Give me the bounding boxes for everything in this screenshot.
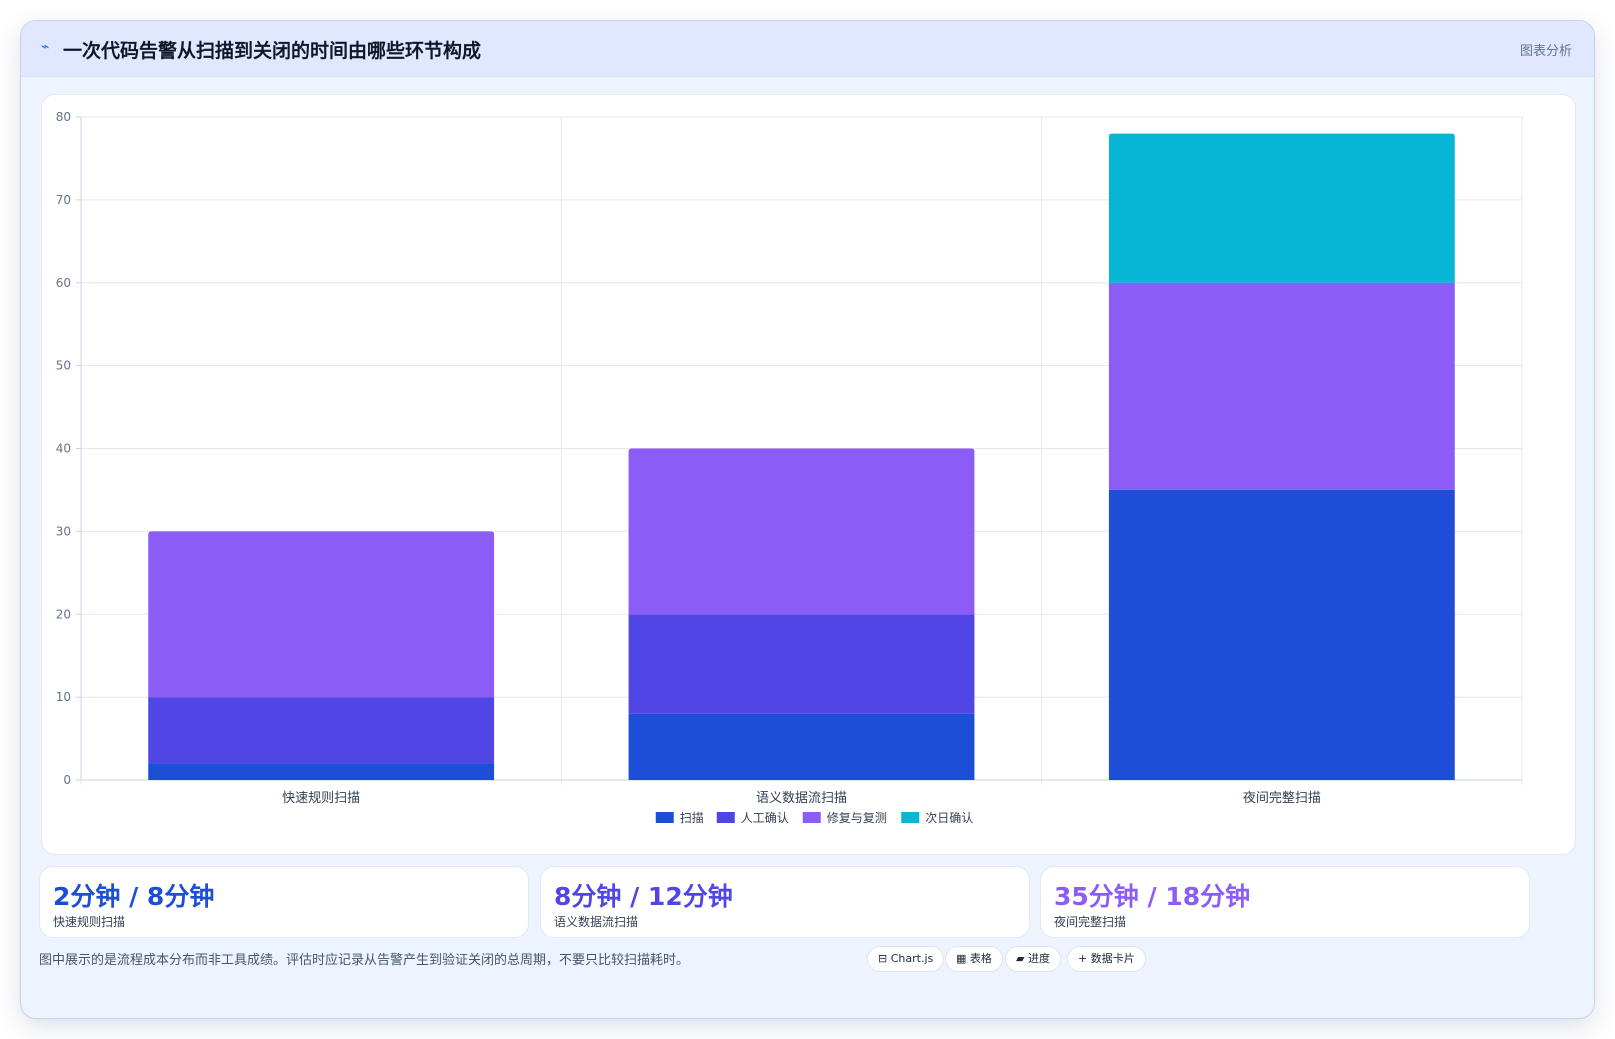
bar-segment <box>148 697 495 764</box>
bar-segment <box>628 448 975 615</box>
chart-panel: 0 10 20 30 40 50 60 70 80 快速规则扫描 语义数据流扫描 夜间完整扫描扫描 人工… <box>41 94 1576 855</box>
x-category-label: 语义数据流扫描 <box>756 791 847 806</box>
chartjs-pill[interactable]: ⊟ Chart.js <box>867 946 945 972</box>
legend-label: 扫描 <box>680 811 704 825</box>
bar-segment <box>628 713 975 780</box>
stat-value: 2分钟 / 8分钟 <box>53 882 215 911</box>
chart-analysis-tag: 图表分析 <box>1519 44 1572 59</box>
legend-swatch <box>655 812 674 823</box>
y-tick-label: 20 <box>56 607 71 621</box>
table-pill[interactable]: ▦ 表格 <box>945 946 1003 972</box>
bar-segment <box>148 763 495 780</box>
y-tick-label: 50 <box>56 359 71 373</box>
footnote: 图中展示的是流程成本分布而非工具成绩。评估时应记录从告警产生到验证关闭的总周期，… <box>39 953 690 968</box>
y-tick-label: 60 <box>56 276 71 290</box>
x-category-label: 快速规则扫描 <box>282 791 360 806</box>
legend-label: 修复与复测 <box>827 810 887 825</box>
y-tick-label: 10 <box>56 690 71 704</box>
stat-label: 夜间完整扫描 <box>1054 915 1127 929</box>
bar-segment <box>1108 282 1455 490</box>
chart-title: 一次代码告警从扫描到关闭的时间由哪些环节构成 <box>63 40 482 62</box>
stat-card-semantic: 8分钟 / 12分钟 语义数据流扫描 <box>540 866 1030 938</box>
y-tick-label: 40 <box>56 442 71 456</box>
stat-label: 快速规则扫描 <box>53 915 126 929</box>
legend-label: 人工确认 <box>741 811 789 825</box>
stat-card-nightly: 35分钟 / 18分钟 夜间完整扫描 <box>1040 866 1530 938</box>
stat-card-fast: 2分钟 / 8分钟 快速规则扫描 <box>39 866 529 938</box>
y-tick-label: 0 <box>63 773 71 787</box>
legend-swatch <box>716 812 735 823</box>
legend-swatch <box>802 812 821 823</box>
y-tick-label: 80 <box>56 110 71 124</box>
bar-segment <box>628 614 975 714</box>
bar-segment <box>1108 133 1455 283</box>
bar-segment <box>1108 489 1455 780</box>
card-header: ⌁ 一次代码告警从扫描到关闭的时间由哪些环节构成 图表分析 <box>21 21 1594 77</box>
x-category-label: 夜间完整扫描 <box>1243 791 1321 806</box>
stat-label: 语义数据流扫描 <box>554 915 639 929</box>
pulse-icon: ⌁ <box>41 39 50 55</box>
legend-label: 次日确认 <box>925 811 973 825</box>
legend-swatch <box>901 812 920 823</box>
progress-pill[interactable]: ▰ 进度 <box>1005 946 1061 972</box>
data-card-pill[interactable]: + 数据卡片 <box>1067 946 1146 972</box>
y-tick-label: 30 <box>56 524 71 538</box>
y-tick-label: 70 <box>56 193 71 207</box>
stat-value: 8分钟 / 12分钟 <box>554 882 733 911</box>
stat-value: 35分钟 / 18分钟 <box>1054 882 1251 911</box>
chart-card: ⌁ 一次代码告警从扫描到关闭的时间由哪些环节构成 图表分析 0 10 20 30 40 5… <box>20 20 1595 1019</box>
bar-segment <box>148 531 495 698</box>
